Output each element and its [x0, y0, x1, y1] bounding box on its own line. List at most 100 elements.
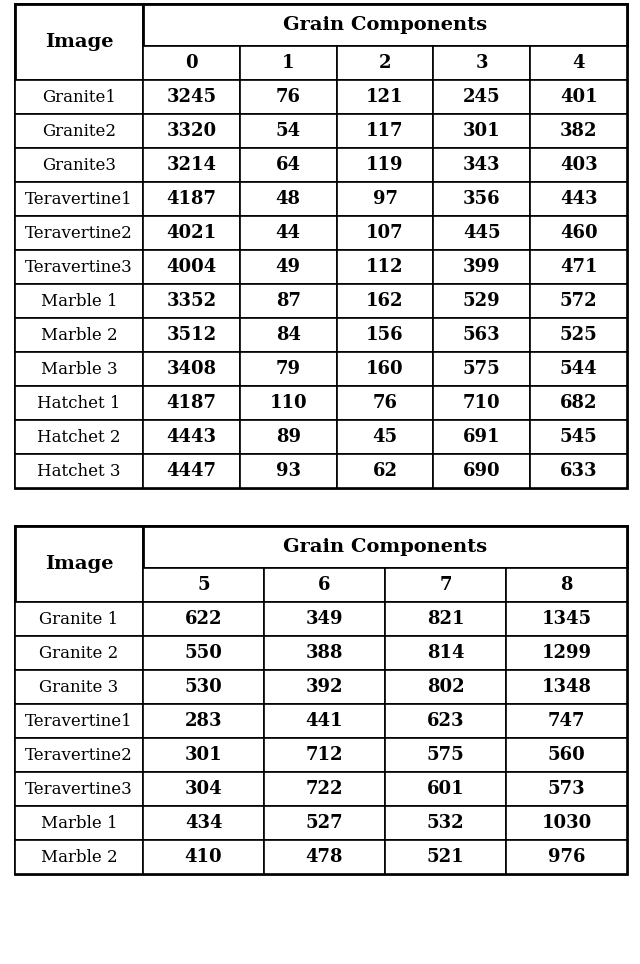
Text: 4443: 4443	[166, 428, 216, 446]
Text: 544: 544	[560, 360, 597, 378]
Bar	[143, 772, 264, 806]
Bar	[240, 284, 337, 318]
Text: Teravertine3: Teravertine3	[25, 781, 133, 797]
Bar	[143, 568, 264, 602]
Bar	[385, 636, 506, 670]
Bar	[15, 526, 143, 602]
Bar	[15, 80, 143, 114]
Text: 622: 622	[185, 610, 222, 628]
Bar	[264, 806, 385, 840]
Text: 747: 747	[548, 712, 585, 730]
Text: 532: 532	[427, 814, 464, 832]
Text: 573: 573	[548, 780, 586, 798]
Bar	[240, 386, 337, 420]
Text: 478: 478	[306, 848, 343, 866]
Bar	[337, 352, 433, 386]
Bar	[240, 216, 337, 250]
Bar	[264, 568, 385, 602]
Text: 601: 601	[427, 780, 464, 798]
Bar	[337, 148, 433, 182]
Bar	[143, 704, 264, 738]
Text: 117: 117	[366, 122, 404, 140]
Text: 1345: 1345	[541, 610, 591, 628]
Text: 1299: 1299	[541, 644, 591, 662]
Text: 3: 3	[476, 54, 488, 72]
Bar	[433, 182, 530, 216]
Bar	[240, 454, 337, 488]
Text: Hatchet 1: Hatchet 1	[37, 394, 121, 412]
Bar	[530, 250, 627, 284]
Bar	[530, 216, 627, 250]
Bar	[240, 114, 337, 148]
Text: 356: 356	[463, 190, 500, 208]
Text: 54: 54	[276, 122, 301, 140]
Bar	[433, 420, 530, 454]
Bar	[240, 250, 337, 284]
Text: 572: 572	[560, 292, 597, 310]
Bar	[240, 420, 337, 454]
Bar	[143, 4, 627, 46]
Text: 690: 690	[463, 462, 500, 480]
Text: 343: 343	[463, 156, 500, 174]
Text: 93: 93	[276, 462, 301, 480]
Bar	[433, 284, 530, 318]
Text: 156: 156	[366, 326, 404, 344]
Bar	[530, 114, 627, 148]
Bar	[506, 602, 627, 636]
Bar	[337, 250, 433, 284]
Text: 821: 821	[427, 610, 464, 628]
Text: 3245: 3245	[166, 88, 216, 106]
Text: 301: 301	[185, 746, 222, 764]
Bar	[143, 250, 240, 284]
Bar	[337, 284, 433, 318]
Bar	[337, 182, 433, 216]
Bar	[143, 80, 240, 114]
Text: 97: 97	[372, 190, 397, 208]
Text: 575: 575	[463, 360, 500, 378]
Bar	[15, 182, 143, 216]
Text: 304: 304	[185, 780, 222, 798]
Text: 4187: 4187	[166, 190, 216, 208]
Text: 1348: 1348	[541, 678, 591, 696]
Text: Grain Components: Grain Components	[283, 16, 487, 34]
Bar	[15, 4, 143, 80]
Text: 471: 471	[560, 258, 597, 276]
Text: 87: 87	[276, 292, 301, 310]
Bar	[506, 636, 627, 670]
Text: Marble 2: Marble 2	[41, 327, 117, 343]
Text: 802: 802	[427, 678, 464, 696]
Text: 349: 349	[306, 610, 343, 628]
Bar	[264, 738, 385, 772]
Text: 2: 2	[379, 54, 391, 72]
Bar	[337, 114, 433, 148]
Bar	[15, 318, 143, 352]
Text: 3214: 3214	[166, 156, 216, 174]
Text: 575: 575	[427, 746, 465, 764]
Bar	[15, 526, 627, 874]
Bar	[506, 568, 627, 602]
Text: 529: 529	[463, 292, 500, 310]
Text: 1: 1	[282, 54, 294, 72]
Text: 399: 399	[463, 258, 500, 276]
Text: Marble 2: Marble 2	[41, 848, 117, 866]
Bar	[143, 636, 264, 670]
Bar	[264, 602, 385, 636]
Bar	[15, 216, 143, 250]
Text: 283: 283	[185, 712, 222, 730]
Text: Granite 3: Granite 3	[40, 679, 118, 695]
Bar	[143, 806, 264, 840]
Bar	[385, 772, 506, 806]
Text: 382: 382	[560, 122, 597, 140]
Text: 45: 45	[372, 428, 397, 446]
Text: Granite 1: Granite 1	[40, 610, 118, 628]
Bar	[433, 352, 530, 386]
Bar	[385, 568, 506, 602]
Text: 110: 110	[269, 394, 307, 412]
Text: 84: 84	[276, 326, 301, 344]
Text: 4: 4	[572, 54, 585, 72]
Bar	[530, 284, 627, 318]
Text: 722: 722	[306, 780, 343, 798]
Bar	[15, 840, 143, 874]
Bar	[143, 216, 240, 250]
Text: Teravertine3: Teravertine3	[25, 258, 133, 276]
